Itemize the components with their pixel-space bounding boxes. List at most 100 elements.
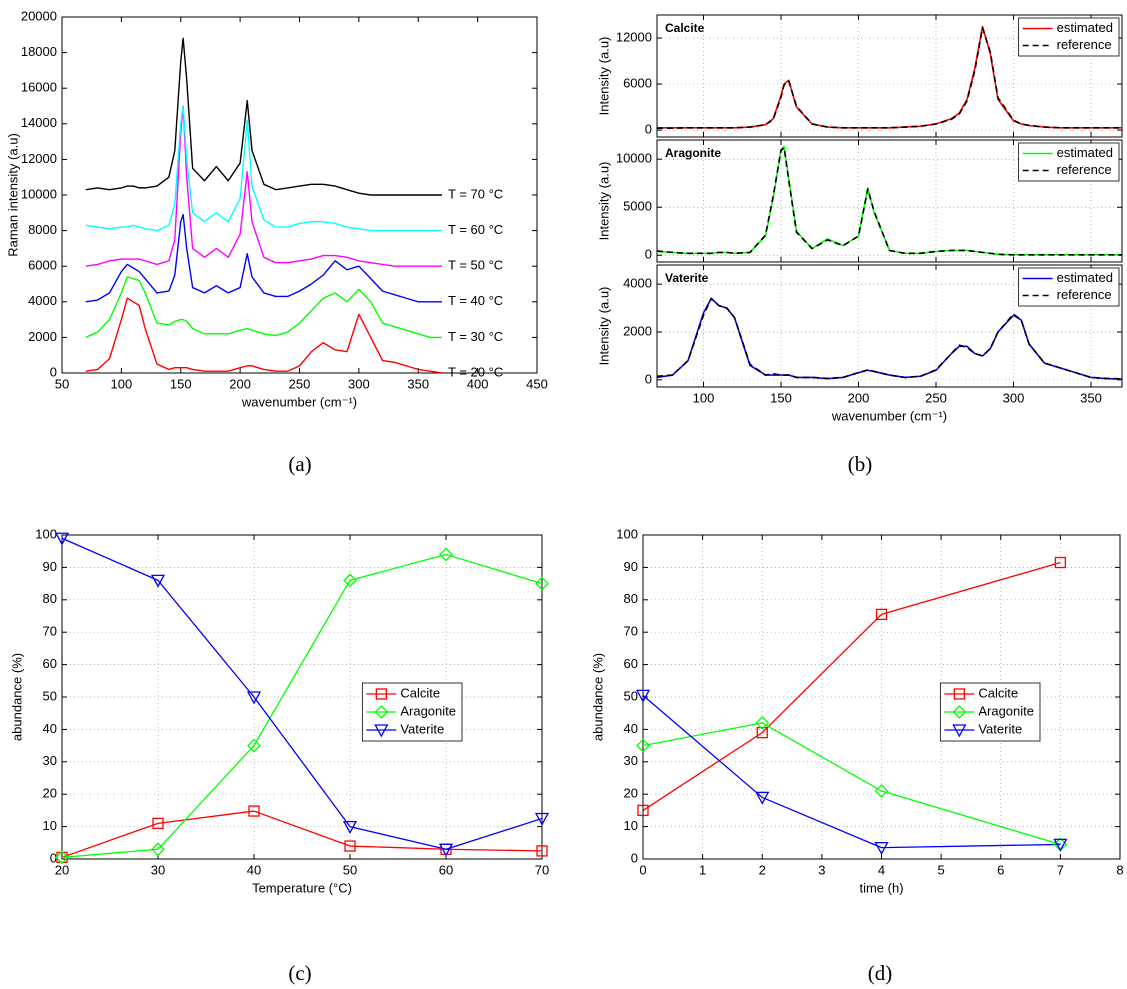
caption: (a) [288, 452, 311, 476]
series-line [643, 561, 1061, 811]
y-tick-label: 70 [43, 624, 57, 639]
x-tick-label: 450 [526, 376, 548, 391]
marker [755, 716, 770, 730]
marker [342, 820, 358, 834]
marker [374, 705, 389, 719]
series-label: T = 30 °C [448, 329, 503, 344]
marker [56, 851, 68, 864]
legend: estimated reference [1018, 267, 1120, 307]
y-tick-label: 20 [624, 786, 638, 801]
series-line [85, 105, 442, 267]
y-axis-label: Intensity (a.u) [596, 287, 611, 366]
marker [344, 840, 356, 852]
x-tick-label: 250 [925, 390, 947, 405]
series-line [62, 553, 542, 859]
legend-label: Vaterite [400, 721, 444, 736]
series-label: T = 40 °C [448, 293, 503, 308]
series-line [657, 146, 1122, 256]
y-tick-label: 4000 [28, 293, 57, 308]
series-line [85, 105, 442, 232]
legend-label: reference [1057, 287, 1112, 302]
x-tick-label: 30 [151, 862, 165, 877]
x-axis-label: wavenumber (cm⁻¹) [831, 408, 947, 423]
series-group [62, 537, 542, 859]
axes-frame [642, 534, 1121, 860]
y-tick-label: 100 [35, 526, 57, 541]
plot-area [643, 535, 1120, 859]
legend: estimated reference [1018, 142, 1120, 182]
marker [535, 576, 549, 591]
series-line [85, 213, 442, 303]
x-tick-label: 350 [1080, 390, 1102, 405]
x-tick-label: 0 [639, 862, 646, 877]
legend-label: Aragonite [400, 703, 456, 718]
marker [874, 842, 889, 856]
marker [343, 573, 357, 588]
subplot-title: Aragonite [665, 146, 721, 160]
x-tick-label: 70 [535, 862, 549, 877]
series-line [85, 37, 442, 196]
y-axis-label: Raman intensity (a.u) [5, 133, 20, 257]
y-tick-label: 40 [624, 721, 638, 736]
x-tick-label: 350 [407, 376, 429, 391]
legend-label: reference [1057, 37, 1112, 52]
marker [1054, 556, 1067, 569]
series-line [62, 810, 542, 858]
series-label: T = 50 °C [448, 258, 503, 273]
x-tick-label: 20 [55, 862, 69, 877]
caption: (c) [288, 961, 311, 985]
marker [152, 817, 164, 830]
marker [875, 608, 888, 621]
legend: estimated reference [1018, 17, 1120, 57]
y-tick-label: 20000 [21, 8, 57, 23]
legend-label: Aragonite [978, 703, 1034, 718]
series-line [643, 722, 1061, 846]
marker [151, 842, 165, 857]
legend-label: estimated [1057, 270, 1113, 285]
marker [953, 688, 965, 700]
x-tick-label: 8 [1116, 862, 1123, 877]
x-tick-label: 40 [247, 862, 261, 877]
marker [874, 784, 889, 798]
marker [246, 691, 262, 705]
x-tick-label: 50 [343, 862, 357, 877]
y-tick-label: 0 [645, 247, 652, 262]
marker [55, 850, 69, 865]
marker [635, 689, 651, 703]
series-line [85, 276, 442, 339]
y-tick-label: 70 [624, 624, 638, 639]
series-group [85, 37, 443, 373]
y-tick-label: 8000 [28, 222, 57, 237]
x-tick-label: 50 [55, 376, 69, 391]
caption: (d) [868, 961, 893, 985]
x-tick-label: 1 [699, 862, 706, 877]
y-tick-label: 12000 [616, 29, 652, 44]
axes-frame [656, 14, 1123, 138]
marker [375, 688, 387, 700]
y-tick-label: 2000 [623, 323, 652, 338]
y-tick-label: 50 [43, 688, 57, 703]
legend-label: estimated [1057, 20, 1113, 35]
y-axis-label: abundance (%) [590, 653, 605, 741]
x-tick-label: 150 [770, 390, 792, 405]
y-axis-label: Intensity (a.u) [596, 37, 611, 116]
series-label: T = 70 °C [448, 186, 503, 201]
y-tick-label: 50 [624, 688, 638, 703]
y-tick-label: 0 [645, 371, 652, 386]
x-tick-label: 3 [818, 862, 825, 877]
x-tick-label: 100 [693, 390, 715, 405]
legend-box [1018, 267, 1120, 307]
y-tick-label: 80 [43, 591, 57, 606]
marker [637, 804, 649, 817]
axes-frame [61, 16, 538, 374]
marker [1053, 838, 1068, 852]
legend: Calcite Aragonite Vaterite [361, 682, 463, 742]
y-tick-label: 4000 [623, 276, 652, 291]
y-tick-label: 6000 [28, 258, 57, 273]
y-tick-label: 80 [624, 591, 638, 606]
series-line [657, 27, 1122, 129]
y-tick-label: 0 [50, 850, 57, 865]
x-tick-label: 60 [439, 862, 453, 877]
